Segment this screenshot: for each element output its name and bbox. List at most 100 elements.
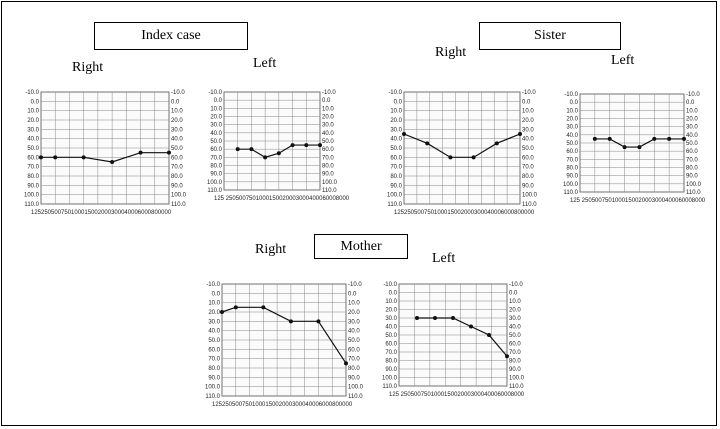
y-tick-label-left: 0.0 [214, 98, 223, 104]
y-tick-label-right: 0.0 [348, 291, 357, 297]
threshold-marker [505, 354, 509, 359]
y-tick-label-left: 10.0 [210, 106, 222, 112]
y-tick-label-left: 90.0 [566, 174, 578, 180]
y-tick-label-right: 0.0 [509, 291, 518, 297]
threshold-marker [652, 136, 657, 141]
y-tick-label-left: -10.0 [206, 282, 220, 288]
threshold-marker [39, 155, 43, 160]
y-tick-label-left: 50.0 [208, 338, 220, 344]
y-tick-label-left: 20.0 [566, 117, 578, 123]
y-tick-label-left: 80.0 [385, 359, 397, 365]
y-tick-label-left: 20.0 [208, 310, 220, 316]
y-tick-label-right: 10.0 [171, 109, 183, 115]
y-tick-label-left: 60.0 [210, 147, 222, 153]
y-tick-label-left: -10.0 [208, 90, 222, 96]
y-tick-label-right: 90.0 [522, 183, 534, 189]
mother-left-label: Left [432, 251, 456, 266]
y-tick-label-right: 70.0 [348, 357, 360, 363]
y-tick-label-right: 90.0 [171, 183, 183, 189]
y-tick-label-right: 90.0 [509, 367, 521, 373]
x-tick-labels: 1252505007501000150020003000400060008000… [212, 402, 353, 408]
threshold-marker [233, 305, 238, 310]
y-tick-label-right: -10.0 [348, 282, 362, 288]
y-tick-label-left: -10.0 [564, 92, 578, 98]
y-tick-label-right: -10.0 [509, 282, 523, 288]
x-tick-labels: 125 250500750100015002000300040006000800… [570, 198, 706, 204]
threshold-marker [494, 141, 499, 146]
threshold-line [417, 317, 508, 357]
y-tick-label-left: 80.0 [27, 174, 39, 180]
y-tick-label-right: 20.0 [509, 308, 521, 314]
y-tick-label-left: 80.0 [390, 174, 402, 180]
y-tick-label-right: 0.0 [522, 99, 531, 105]
y-tick-label-right: 60.0 [686, 149, 698, 155]
y-tick-label-left: 110.0 [207, 188, 222, 194]
threshold-marker [592, 136, 597, 141]
audiogram-sister-right: -10.0 -10.0 0.0 0.0 10.0 10.0 20.0 20.0 30.0 30.0… [387, 90, 538, 216]
y-tick-label-left: 40.0 [208, 329, 220, 335]
y-tick-label-left: 40.0 [390, 137, 402, 143]
y-tick-label-left: 30.0 [208, 319, 220, 325]
y-tick-label-left: 70.0 [208, 357, 220, 363]
y-tick-label-left: 10.0 [208, 301, 220, 307]
y-tick-label-right: 20.0 [522, 118, 534, 124]
y-tick-label-right: -10.0 [171, 90, 185, 96]
y-tick-label-right: 110.0 [171, 202, 186, 208]
y-tick-label-left: 30.0 [27, 127, 39, 133]
index-right-label: Right [72, 60, 104, 75]
y-tick-label-right: 30.0 [509, 316, 521, 322]
y-tick-label-right: 20.0 [686, 117, 698, 123]
threshold-marker [469, 324, 473, 329]
y-tick-label-left: -10.0 [383, 282, 397, 288]
y-tick-label-right: 100.0 [522, 193, 538, 199]
y-tick-label-right: -10.0 [522, 90, 536, 96]
y-tick-label-left: 40.0 [385, 325, 397, 331]
y-tick-label-right: -10.0 [686, 92, 700, 98]
y-tick-label-right: 30.0 [522, 127, 534, 133]
y-tick-label-left: 100.0 [387, 193, 403, 199]
threshold-marker [415, 316, 419, 320]
y-tick-label-left: 110.0 [563, 190, 578, 196]
y-tick-label-left: 110.0 [382, 384, 397, 390]
y-tick-label-right: 70.0 [322, 155, 334, 161]
y-tick-label-right: 50.0 [322, 139, 334, 145]
threshold-marker [433, 316, 437, 320]
y-tick-label-left: 100.0 [563, 182, 579, 188]
y-tick-label-right: 50.0 [171, 146, 183, 152]
y-tick-label-right: 80.0 [348, 366, 360, 372]
y-tick-label-right: 60.0 [522, 155, 534, 161]
mother-box: Mother [314, 234, 408, 259]
y-tick-label-left: 100.0 [207, 180, 223, 186]
threshold-marker [607, 136, 612, 141]
threshold-marker [667, 136, 672, 141]
y-tick-label-right: 110.0 [686, 190, 701, 196]
threshold-marker [288, 319, 293, 324]
y-tick-label-left: 40.0 [27, 137, 39, 143]
y-tick-label-left: 20.0 [385, 308, 397, 314]
y-tick-label-right: 70.0 [522, 165, 534, 171]
y-tick-label-left: 90.0 [390, 183, 402, 189]
y-tick-label-left: 0.0 [394, 99, 403, 105]
y-tick-label-left: 20.0 [27, 118, 39, 124]
threshold-marker [471, 155, 476, 160]
y-tick-label-right: 60.0 [348, 347, 360, 353]
threshold-line [41, 152, 169, 163]
threshold-marker [518, 132, 522, 136]
y-tick-label-left: 10.0 [566, 108, 578, 114]
y-tick-label-right: 80.0 [171, 174, 183, 180]
y-tick-label-left: 60.0 [27, 155, 39, 161]
threshold-marker [448, 155, 453, 160]
y-tick-label-right: 10.0 [522, 109, 534, 115]
y-tick-label-right: 50.0 [522, 146, 534, 152]
threshold-marker [249, 147, 254, 152]
y-tick-label-right: 10.0 [686, 108, 698, 114]
threshold-marker [402, 132, 406, 136]
y-tick-label-right: 50.0 [509, 333, 521, 339]
y-tick-label-left: 30.0 [390, 127, 402, 133]
y-tick-label-right: 110.0 [348, 394, 363, 400]
audiogram-mother-left: -10.0 -10.0 0.0 0.0 10.0 10.0 20.0 20.0 30.0 30.0… [382, 282, 525, 398]
y-tick-label-right: 10.0 [348, 301, 360, 307]
y-tick-label-right: 80.0 [322, 164, 334, 170]
y-tick-label-right: 70.0 [171, 165, 183, 171]
y-tick-label-left: 80.0 [566, 166, 578, 172]
